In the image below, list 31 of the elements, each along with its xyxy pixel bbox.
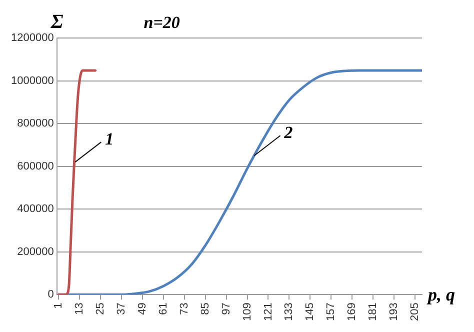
x-axis-title: p, q <box>426 284 455 305</box>
x-tick-label: 145 <box>304 302 316 322</box>
y-tick-label: 200000 <box>17 246 54 258</box>
x-tick-label: 1 <box>52 302 65 309</box>
x-tick-label: 193 <box>388 302 400 322</box>
x-tick-label: 109 <box>241 302 254 322</box>
x-tick-label: 25 <box>94 302 107 315</box>
y-tick-label: 400000 <box>17 203 54 216</box>
y-tick-label: 1000000 <box>10 74 54 87</box>
y-tick-label: 800000 <box>17 118 54 130</box>
x-tick-label: 169 <box>346 302 358 322</box>
x-tick-label: 157 <box>325 302 338 322</box>
x-tick-label: 61 <box>157 302 170 315</box>
y-tick-label: 1200000 <box>10 32 54 44</box>
x-tick-label: 97 <box>220 302 232 315</box>
x-tick-label: 13 <box>74 302 86 315</box>
x-tick-label: 205 <box>409 302 422 322</box>
y-tick-label: 0 <box>48 288 54 301</box>
x-tick-label: 121 <box>262 302 274 322</box>
y-axis-title: Σ <box>50 11 64 33</box>
line-series <box>57 69 97 295</box>
x-tick-label: 181 <box>367 302 380 322</box>
annotation: 2 <box>283 123 294 142</box>
x-tick-label: 37 <box>116 302 128 315</box>
chart-title: n=20 <box>144 13 180 32</box>
y-tick-label: 600000 <box>17 160 54 172</box>
annotation: 1 <box>105 129 114 148</box>
x-tick-label: 133 <box>283 302 296 322</box>
x-tick-label: 49 <box>136 302 148 315</box>
x-tick-label: 73 <box>178 302 190 315</box>
x-tick-label: 85 <box>199 302 212 315</box>
